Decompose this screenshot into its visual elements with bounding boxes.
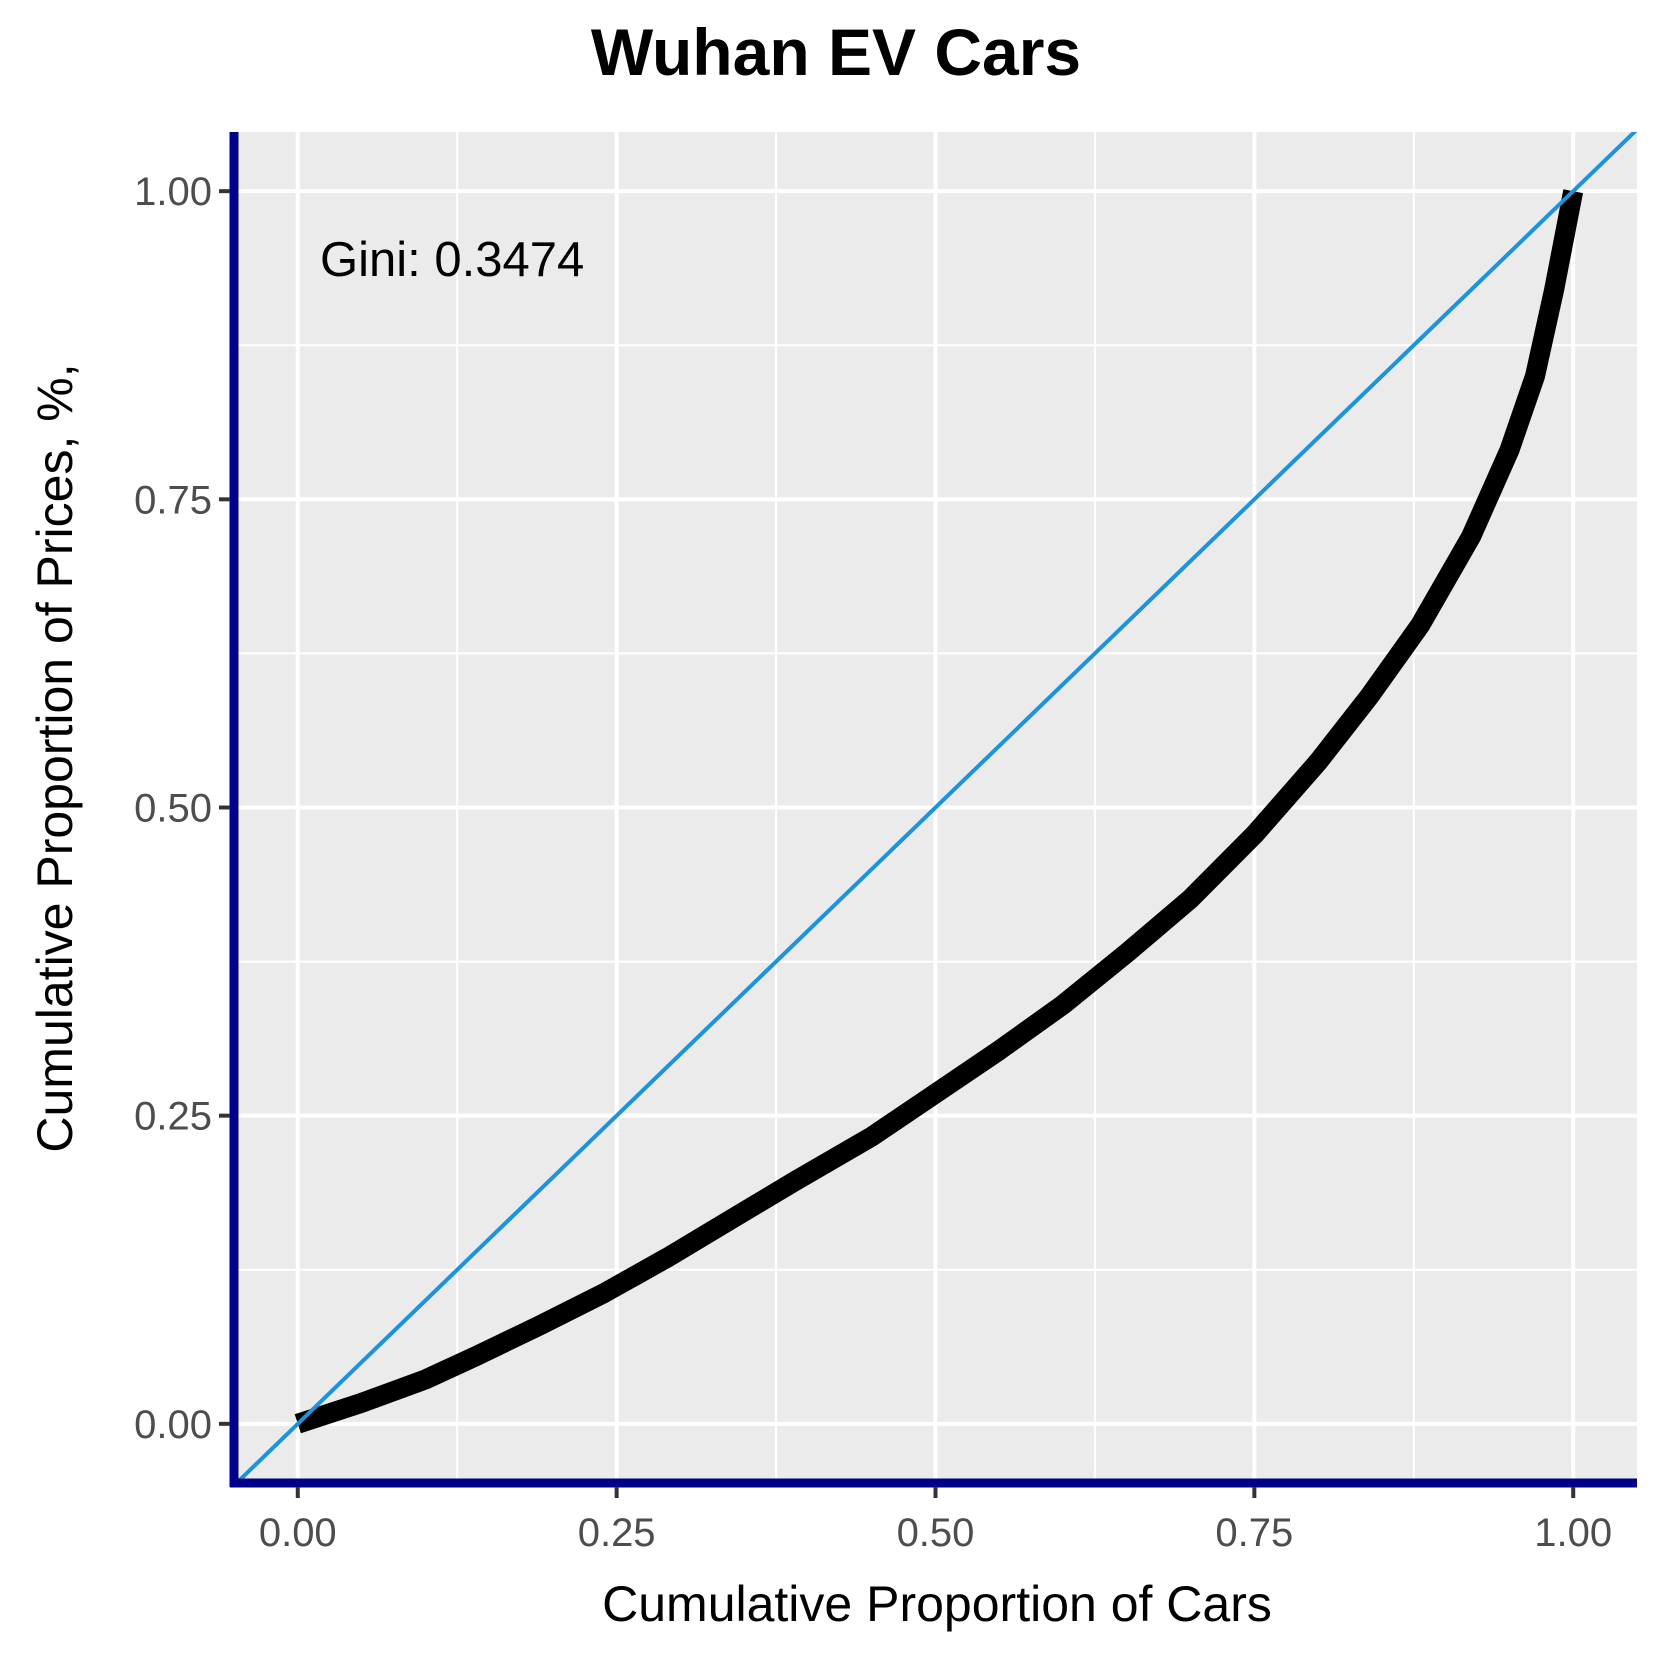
lorenz-curve: [294, 189, 1584, 1434]
equality-line: [234, 132, 1637, 1483]
x-tick-label: 0.25: [578, 1511, 656, 1555]
y-tick-label: 0.00: [134, 1403, 212, 1447]
y-axis-label: Cumulative Proportion of Prices, %,: [27, 363, 83, 1152]
y-tick-label: 1.00: [134, 170, 212, 214]
x-tick-label: 0.00: [259, 1511, 337, 1555]
y-tick-label: 0.75: [134, 478, 212, 522]
y-tick-label: 0.25: [134, 1095, 212, 1139]
chart-title: Wuhan EV Cars: [591, 15, 1081, 89]
x-tick-label: 1.00: [1534, 1511, 1612, 1555]
axes: 0.00 0.25 0.50 0.75 1.00 0.00 0.25 0.50 0.75 1.00: [134, 132, 1637, 1555]
series-layer: [234, 132, 1637, 1483]
y-tick-label: 0.50: [134, 787, 212, 831]
x-tick-label: 0.75: [1215, 1511, 1293, 1555]
x-axis-label: Cumulative Proportion of Cars: [602, 1576, 1272, 1632]
gini-annotation: Gini: 0.3474: [320, 233, 584, 287]
x-tick-label: 0.50: [897, 1511, 975, 1555]
